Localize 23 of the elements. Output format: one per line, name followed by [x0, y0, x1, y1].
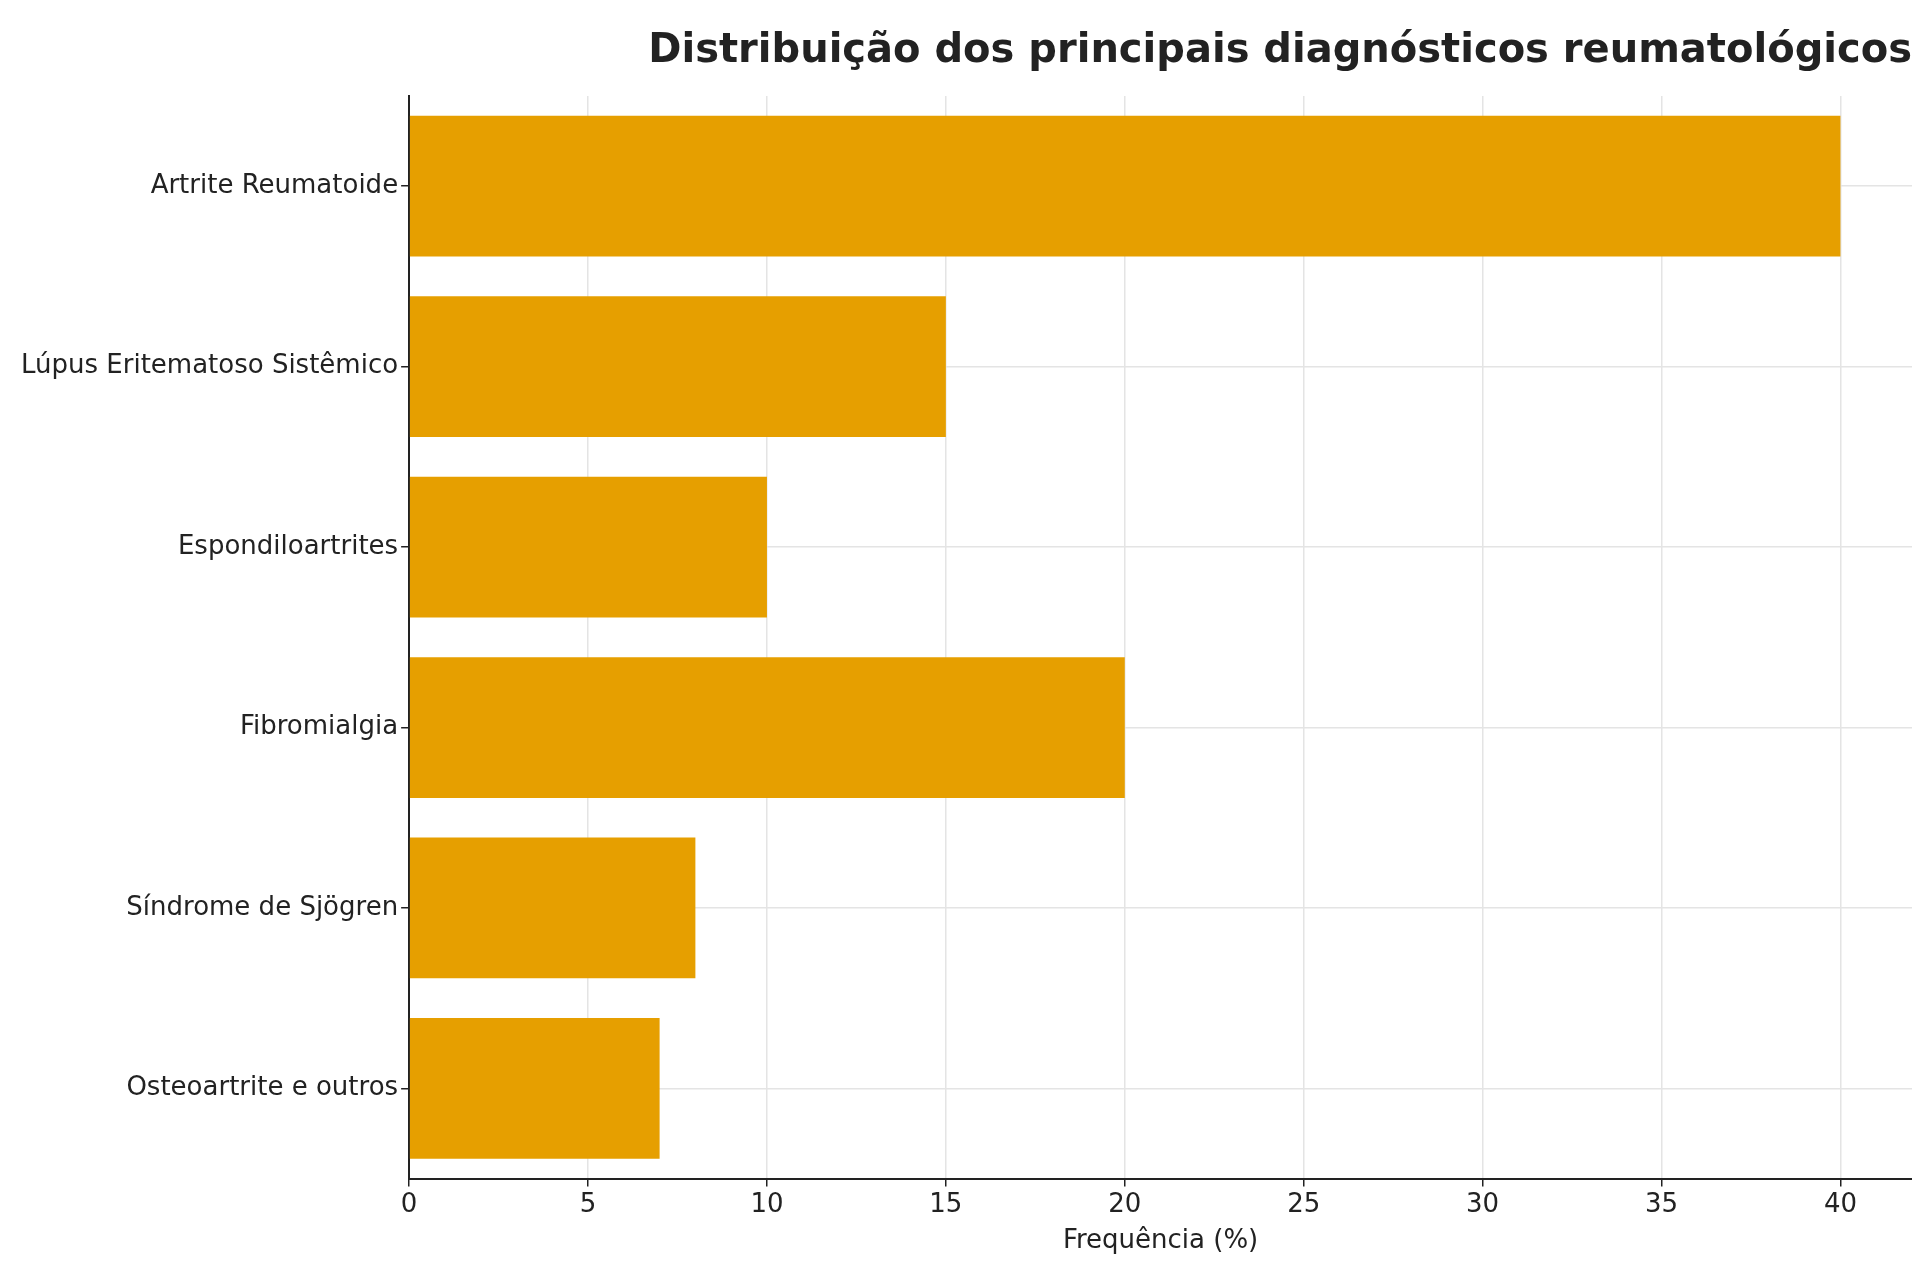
x-tick-label: 30 — [1466, 1187, 1500, 1218]
x-tick-label: 20 — [1108, 1187, 1142, 1218]
x-tick-label: 0 — [400, 1187, 418, 1218]
x-tick-label: 15 — [929, 1187, 963, 1218]
y-tick-label: Síndrome de Sjögren — [126, 890, 399, 921]
bar — [409, 1018, 660, 1159]
x-tick-label: 5 — [579, 1187, 597, 1218]
bar — [409, 476, 767, 618]
bar — [409, 657, 1125, 798]
chart-title: Distribuição dos principais diagnósticos reumatológicos — [648, 25, 1912, 72]
x-axis-title: Frequência (%) — [1062, 1224, 1259, 1255]
x-tick-label: 10 — [750, 1187, 784, 1218]
bar — [409, 837, 696, 979]
bar — [409, 296, 946, 438]
y-tick-label: Espondiloartrites — [177, 529, 399, 560]
y-tick-label: Lúpus Eritematoso Sistêmico — [20, 349, 399, 380]
y-tick-label: Osteoartrite e outros — [126, 1071, 399, 1102]
y-tick-label: Artrite Reumatoide — [150, 168, 399, 199]
x-tick-label: 25 — [1287, 1187, 1321, 1218]
bar — [409, 115, 1841, 257]
x-tick-label: 35 — [1644, 1187, 1679, 1218]
y-tick-label: Fibromialgia — [239, 710, 399, 741]
x-tick-label: 40 — [1823, 1187, 1857, 1218]
